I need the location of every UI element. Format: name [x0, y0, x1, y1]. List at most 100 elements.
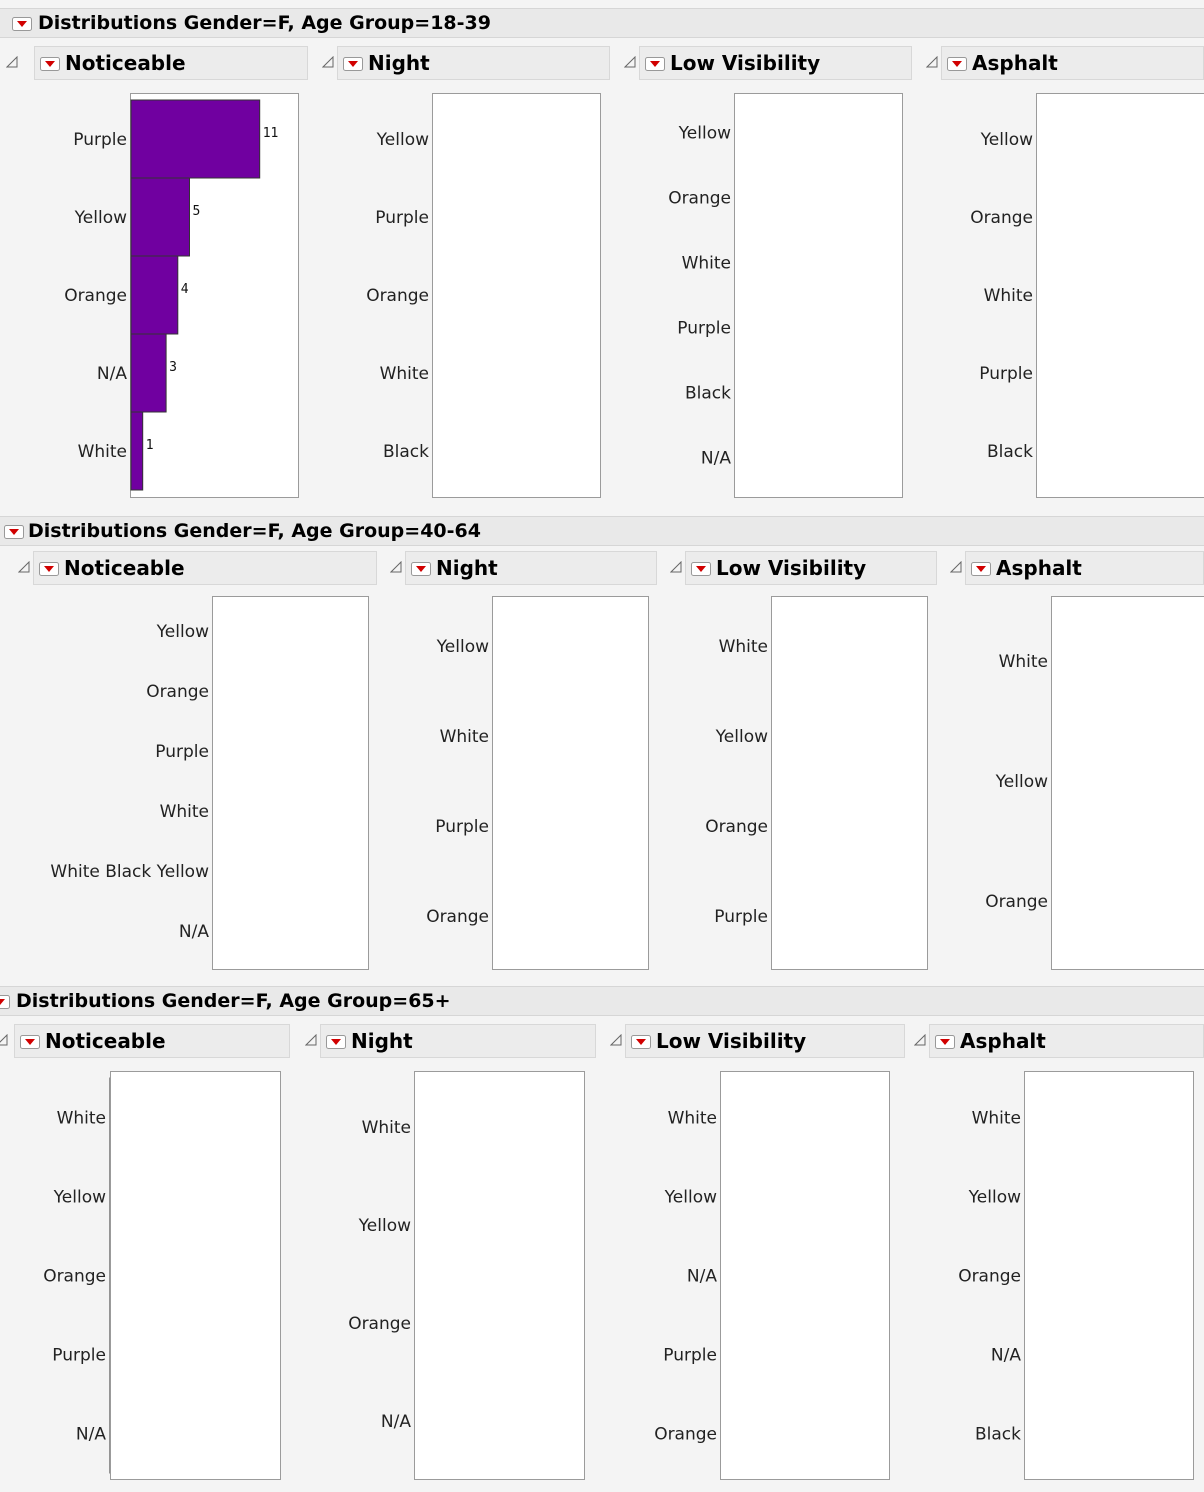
category-label: Black — [987, 442, 1033, 462]
bar[interactable] — [130, 411, 144, 491]
plot-frame — [414, 1071, 585, 1480]
section-header: Distributions Gender=F, Age Group=18-39 — [0, 8, 1204, 38]
red-disclosure-icon[interactable] — [645, 57, 665, 71]
collapse-triangle-icon[interactable] — [926, 56, 938, 68]
category-label: N/A — [179, 922, 209, 942]
value-label: 5 — [193, 204, 201, 219]
category-label: White — [972, 1109, 1021, 1129]
red-disclosure-icon[interactable] — [411, 562, 431, 576]
red-disclosure-icon[interactable] — [691, 562, 711, 576]
category-label: N/A — [991, 1346, 1021, 1366]
red-disclosure-icon[interactable] — [0, 995, 10, 1009]
category-label: Purple — [73, 130, 127, 150]
section-header: Distributions Gender=F, Age Group=65+ — [0, 986, 1204, 1016]
category-label: N/A — [687, 1267, 717, 1287]
chart-title: Low Visibility — [656, 1029, 807, 1053]
category-label: Purple — [375, 208, 429, 228]
red-disclosure-icon[interactable] — [326, 1035, 346, 1049]
bar[interactable] — [130, 177, 190, 257]
category-label: Orange — [366, 286, 429, 306]
bar[interactable] — [130, 99, 261, 179]
category-label: Orange — [348, 1314, 411, 1334]
category-label: Purple — [663, 1346, 717, 1366]
collapse-triangle-icon[interactable] — [322, 56, 334, 68]
category-label: White Black Yellow — [50, 862, 209, 882]
category-label: Orange — [985, 892, 1048, 912]
chart-title: Noticeable — [65, 51, 186, 75]
red-disclosure-icon[interactable] — [631, 1035, 651, 1049]
plot-frame — [720, 1071, 890, 1480]
chart-title: Noticeable — [45, 1029, 166, 1053]
category-label: Yellow — [968, 1188, 1021, 1208]
bar-group: Purple 11 Yellow 5 Orange 4 N/A 3 White 1 — [64, 99, 278, 491]
bar[interactable] — [130, 333, 167, 413]
red-disclosure-icon[interactable] — [343, 57, 363, 71]
chart-title: Night — [436, 556, 498, 580]
red-disclosure-icon[interactable] — [971, 562, 991, 576]
collapse-triangle-icon[interactable] — [390, 561, 402, 573]
category-label: Yellow — [436, 637, 489, 657]
category-label: N/A — [76, 1425, 106, 1445]
red-disclosure-icon[interactable] — [20, 1035, 40, 1049]
chart-header: Asphalt — [941, 46, 1204, 80]
category-label: Orange — [146, 682, 209, 702]
category-label: N/A — [701, 449, 731, 469]
collapse-triangle-icon[interactable] — [0, 1034, 8, 1046]
bar[interactable] — [130, 255, 179, 335]
category-label: Yellow — [156, 622, 209, 642]
chart-header: Night — [320, 1024, 596, 1058]
red-disclosure-icon[interactable] — [40, 57, 60, 71]
category-label: White — [999, 652, 1048, 672]
chart-header: Low Visibility — [685, 551, 937, 585]
plot-frame — [432, 93, 601, 498]
red-disclosure-icon[interactable] — [12, 17, 32, 31]
category-label: White — [668, 1109, 717, 1129]
chart-header: Noticeable — [33, 551, 377, 585]
red-disclosure-icon[interactable] — [4, 525, 24, 539]
chart-header: Night — [337, 46, 610, 80]
category-label: Yellow — [358, 1216, 411, 1236]
category-label: Yellow — [53, 1188, 106, 1208]
plot-frame — [1024, 1071, 1194, 1480]
category-label: White — [57, 1109, 106, 1129]
chart-header: Asphalt — [965, 551, 1204, 585]
collapse-triangle-icon[interactable] — [624, 56, 636, 68]
collapse-triangle-icon[interactable] — [670, 561, 682, 573]
collapse-triangle-icon[interactable] — [610, 1034, 622, 1046]
plot-frame — [1051, 596, 1204, 970]
collapse-triangle-icon[interactable] — [6, 56, 18, 68]
red-disclosure-icon[interactable] — [947, 57, 967, 71]
category-label: Black — [975, 1425, 1021, 1445]
chart-title: Low Visibility — [670, 51, 821, 75]
category-label: White — [440, 727, 489, 747]
category-label: Yellow — [664, 1188, 717, 1208]
collapse-triangle-icon[interactable] — [18, 561, 30, 573]
category-label: Yellow — [74, 208, 127, 228]
category-label: N/A — [381, 1412, 411, 1432]
category-label: White — [78, 442, 127, 462]
category-label: Orange — [654, 1425, 717, 1445]
red-disclosure-icon[interactable] — [39, 562, 59, 576]
section-header: Distributions Gender=F, Age Group=40-64 — [0, 516, 1204, 546]
category-label: Orange — [970, 208, 1033, 228]
collapse-triangle-icon[interactable] — [305, 1034, 317, 1046]
category-label: Yellow — [995, 772, 1048, 792]
section-title: Distributions Gender=F, Age Group=40-64 — [28, 520, 481, 542]
collapse-triangle-icon[interactable] — [914, 1034, 926, 1046]
plot-frame — [492, 596, 649, 970]
category-label: Purple — [677, 319, 731, 339]
chart-header: Asphalt — [929, 1024, 1204, 1058]
category-label: White — [682, 254, 731, 274]
red-disclosure-icon[interactable] — [935, 1035, 955, 1049]
category-label: Yellow — [715, 727, 768, 747]
category-label: Purple — [714, 907, 768, 927]
chart-header: Low Visibility — [625, 1024, 905, 1058]
category-label: White — [380, 364, 429, 384]
category-label: White — [160, 802, 209, 822]
category-label: Orange — [958, 1267, 1021, 1287]
collapse-triangle-icon[interactable] — [950, 561, 962, 573]
category-label: White — [984, 286, 1033, 306]
category-label: Orange — [426, 907, 489, 927]
plot-frame — [212, 596, 369, 970]
category-label: Yellow — [376, 130, 429, 150]
